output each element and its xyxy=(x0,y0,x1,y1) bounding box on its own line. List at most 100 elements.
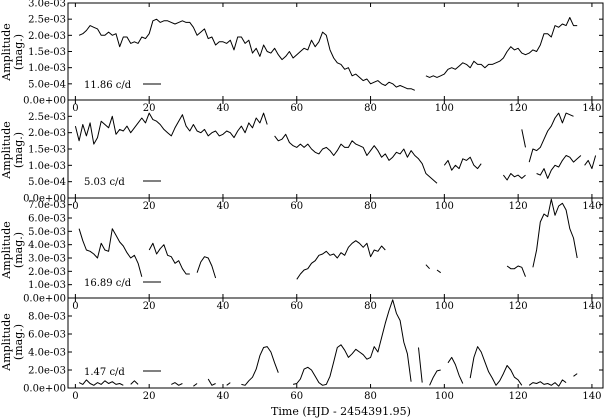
y-tick-label: 2.5e-03 xyxy=(28,15,66,26)
x-tick-label: 120 xyxy=(509,201,528,212)
series-segment-1 xyxy=(74,112,268,145)
x-tick-label: 60 xyxy=(290,201,303,212)
series-segment-7 xyxy=(521,129,526,148)
y-tick-label: 3.0e-03 xyxy=(28,254,66,265)
x-tick-label: 20 xyxy=(143,201,156,212)
x-tick-label: 60 xyxy=(290,391,303,402)
x-tick-label: 40 xyxy=(217,301,230,312)
y-tick-label: 4.0e-03 xyxy=(28,348,66,359)
y-axis-title: Amplitude xyxy=(0,23,13,82)
series-segment-6 xyxy=(584,155,597,170)
x-tick-label: 120 xyxy=(509,391,528,402)
series-segment-4 xyxy=(193,383,198,387)
series-segment-1 xyxy=(78,379,124,386)
series-segment-12 xyxy=(469,346,523,386)
series-segment-6 xyxy=(226,382,231,386)
y-tick-label: 5.0e-03 xyxy=(28,227,66,238)
panel-3: 0.0e+00 1.0e-03 2.0e-03 3.0e-03 4.0e-03 5.0e-… xyxy=(0,197,604,312)
x-tick-label: 60 xyxy=(290,301,303,312)
y-tick-label: 1.5e-03 xyxy=(28,47,66,58)
series-segment-8 xyxy=(292,299,412,386)
y-axis-title-unit: (mag.) xyxy=(12,324,25,360)
x-tick-label: 100 xyxy=(435,201,454,212)
y-tick-label: 5.0e-04 xyxy=(28,177,66,188)
y-axis-title: Amplitude xyxy=(0,313,13,372)
series-segment-9 xyxy=(418,347,423,383)
series-segment-3 xyxy=(171,382,183,386)
x-tick-label: 100 xyxy=(435,391,454,402)
series-segment-7 xyxy=(506,265,526,277)
y-tick-label: 2.0e-03 xyxy=(28,366,66,377)
panel-frame xyxy=(67,197,604,299)
series-segment-13 xyxy=(528,379,567,387)
y-axis-title-unit: (mag.) xyxy=(12,232,25,268)
series-segment-5 xyxy=(536,155,582,179)
x-tick-label: 0 xyxy=(72,103,78,114)
y-tick-label: 2.0e-03 xyxy=(28,31,66,42)
legend-label: 5.03 c/d xyxy=(84,177,125,188)
y-tick-label: 1.0e-03 xyxy=(28,63,66,74)
series-segment-5 xyxy=(207,378,216,386)
x-tick-label: 120 xyxy=(509,301,528,312)
x-tick-label: 20 xyxy=(143,301,156,312)
y-tick-label: 1.5e-03 xyxy=(28,145,66,156)
series-segment-5 xyxy=(425,264,430,270)
y-tick-label: 3.0e-03 xyxy=(28,0,66,10)
series-segment-10 xyxy=(429,369,441,386)
series-segment-3 xyxy=(443,156,482,171)
series-segment-2 xyxy=(148,242,190,275)
series-segment-11 xyxy=(447,356,464,384)
y-tick-label: 7.0e-03 xyxy=(28,200,66,211)
panel-1: 0.0e+00 5.0e-04 1.0e-03 1.5e-03 2.0e-03 2.5e-… xyxy=(0,0,604,114)
legend-label: 11.86 c/d xyxy=(84,80,132,91)
series-segment-3 xyxy=(196,256,217,279)
x-tick-label: 0 xyxy=(72,391,78,402)
x-tick-label: 20 xyxy=(143,103,156,114)
x-tick-label: 140 xyxy=(582,391,601,402)
y-tick-label: 0.0e+00 xyxy=(23,194,66,205)
series-segment-2 xyxy=(130,380,139,385)
y-tick-label: 2.0e-03 xyxy=(28,128,66,139)
series-segment-6 xyxy=(436,269,441,274)
series-segment-8 xyxy=(532,198,578,268)
y-tick-label: 6.0e-03 xyxy=(28,330,66,341)
x-tick-label: 0 xyxy=(72,201,78,212)
y-tick-label: 5.0e-04 xyxy=(28,79,66,90)
series-segment-14 xyxy=(573,373,578,377)
x-tick-label: 40 xyxy=(217,103,230,114)
y-tick-label: 2.0e-03 xyxy=(28,267,66,278)
panels-group: 0.0e+00 5.0e-04 1.0e-03 1.5e-03 2.0e-03 2.5e-… xyxy=(0,0,604,402)
x-tick-label: 80 xyxy=(364,201,377,212)
x-tick-label: 120 xyxy=(509,103,528,114)
x-tick-label: 20 xyxy=(143,391,156,402)
y-axis-title: Amplitude xyxy=(0,221,13,280)
x-tick-label: 40 xyxy=(217,201,230,212)
y-tick-label: 8.0e-03 xyxy=(28,312,66,323)
x-tick-label: 100 xyxy=(435,103,454,114)
y-axis-title-unit: (mag.) xyxy=(12,34,25,70)
y-tick-label: 0.0e+00 xyxy=(23,96,66,107)
y-tick-label: 0.0e+00 xyxy=(23,294,66,305)
panel-4: 0.0e+00 2.0e-03 4.0e-03 6.0e-03 8.0e-03 0 20 40… xyxy=(0,297,604,402)
x-tick-label: 80 xyxy=(364,391,377,402)
series-segment-8 xyxy=(528,112,574,163)
x-tick-label: 140 xyxy=(582,103,601,114)
x-tick-label: 140 xyxy=(582,301,601,312)
x-tick-label: 100 xyxy=(435,301,454,312)
y-tick-label: 1.0e-03 xyxy=(28,280,66,291)
panel-frame xyxy=(67,2,604,101)
x-tick-label: 40 xyxy=(217,391,230,402)
series-segment-7 xyxy=(241,346,279,386)
y-tick-label: 0.0e+00 xyxy=(23,384,66,395)
series-segment-2 xyxy=(425,17,578,78)
y-tick-label: 1.0e-03 xyxy=(28,161,66,172)
series-segment-4 xyxy=(503,173,526,181)
panel-frame xyxy=(67,297,604,389)
y-tick-label: 4.0e-03 xyxy=(28,240,66,251)
x-tick-label: 80 xyxy=(364,301,377,312)
legend-label: 16.89 c/d xyxy=(84,278,132,289)
x-tick-label: 60 xyxy=(290,103,303,114)
y-axis-title: Amplitude xyxy=(0,121,13,180)
x-axis-title: Time (HJD - 2454391.95) xyxy=(271,405,411,418)
